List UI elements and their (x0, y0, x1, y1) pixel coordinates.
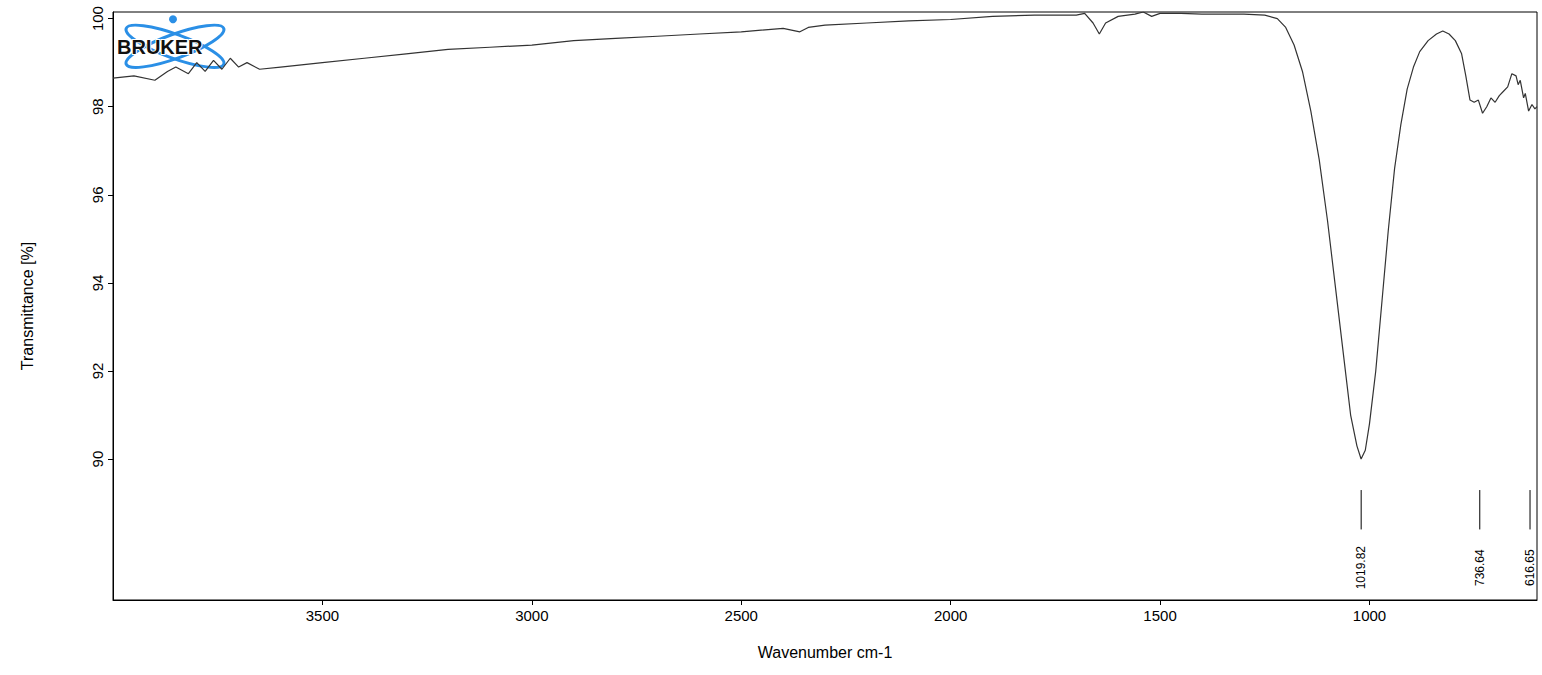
svg-text:616.65: 616.65 (1523, 549, 1537, 586)
svg-text:736.64: 736.64 (1473, 549, 1487, 586)
svg-text:BRUKER: BRUKER (117, 36, 203, 58)
svg-text:2000: 2000 (934, 607, 967, 624)
svg-text:98: 98 (89, 98, 106, 115)
svg-text:96: 96 (89, 186, 106, 203)
svg-text:90: 90 (89, 451, 106, 468)
svg-text:Transmittance [%]: Transmittance [%] (19, 242, 36, 370)
svg-text:1000: 1000 (1353, 607, 1386, 624)
svg-text:94: 94 (89, 275, 106, 292)
svg-text:100: 100 (89, 6, 106, 31)
svg-text:Wavenumber cm-1: Wavenumber cm-1 (758, 644, 893, 661)
svg-text:2500: 2500 (725, 607, 758, 624)
svg-text:1500: 1500 (1143, 607, 1176, 624)
svg-text:3500: 3500 (306, 607, 339, 624)
svg-text:92: 92 (89, 363, 106, 380)
svg-text:3000: 3000 (515, 607, 548, 624)
svg-text:1019.82: 1019.82 (1354, 546, 1368, 590)
